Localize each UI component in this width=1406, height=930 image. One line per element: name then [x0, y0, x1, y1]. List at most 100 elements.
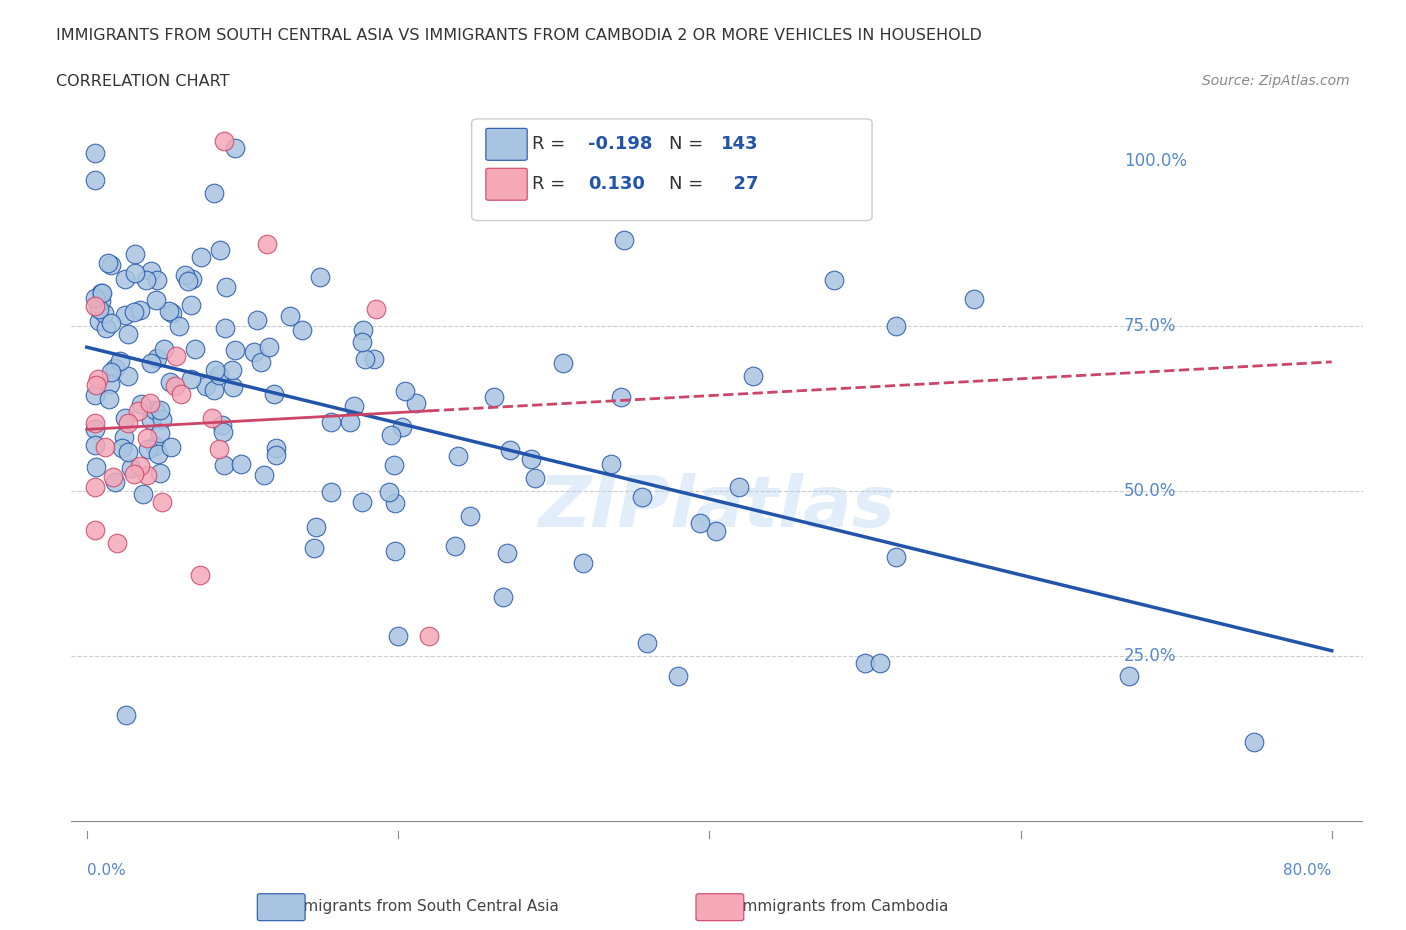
Point [384, 496, 406, 511]
Point [224, 140, 246, 155]
Point [83, 416, 105, 431]
Point [394, 384, 416, 399]
Text: Immigrants from South Central Asia: Immigrants from South Central Asia [284, 899, 560, 914]
Point [266, 441, 288, 456]
Point [104, 475, 127, 490]
Point [100, 365, 122, 379]
Point [204, 186, 226, 201]
Point [87, 371, 110, 386]
Point [141, 413, 163, 428]
Point [97, 256, 120, 271]
Point [150, 495, 173, 510]
Point [120, 461, 142, 476]
Point [143, 438, 166, 453]
Point [484, 390, 506, 405]
Point [83, 438, 105, 453]
Point [114, 307, 136, 322]
Point [170, 387, 193, 402]
Point [143, 403, 166, 418]
Text: 143: 143 [721, 135, 758, 153]
Point [354, 352, 377, 366]
Text: Immigrants from Cambodia: Immigrants from Cambodia [738, 899, 949, 914]
Text: N =: N = [669, 135, 709, 153]
Point [149, 426, 172, 441]
Point [145, 292, 167, 307]
Point [212, 134, 235, 149]
Text: 0.130: 0.130 [588, 175, 645, 193]
Text: CORRELATION CHART: CORRELATION CHART [56, 74, 229, 89]
Point [103, 470, 125, 485]
Point [127, 404, 149, 418]
Point [689, 515, 711, 530]
Point [224, 342, 246, 357]
Point [278, 309, 301, 324]
Point [117, 368, 139, 383]
Point [212, 424, 235, 439]
Point [309, 270, 332, 285]
Point [149, 403, 172, 418]
Point [135, 272, 157, 287]
Point [129, 397, 152, 412]
Point [93, 440, 115, 455]
Point [114, 411, 136, 426]
Point [631, 490, 654, 505]
Point [160, 439, 183, 454]
Point [610, 390, 633, 405]
Point [83, 145, 105, 160]
Point [139, 396, 162, 411]
Text: 25.0%: 25.0% [1123, 647, 1177, 665]
Point [83, 523, 105, 538]
Point [704, 524, 727, 538]
Point [90, 286, 112, 301]
Point [135, 468, 157, 483]
Point [571, 556, 593, 571]
Point [378, 485, 401, 500]
Point [117, 415, 139, 430]
Point [90, 286, 112, 300]
Point [208, 368, 231, 383]
Point [418, 629, 440, 644]
Point [211, 418, 233, 432]
Point [180, 372, 202, 387]
Point [520, 452, 543, 467]
Point [108, 353, 131, 368]
Point [150, 412, 173, 427]
Point [157, 303, 180, 318]
Point [884, 550, 907, 565]
Point [184, 341, 207, 356]
Point [84, 459, 107, 474]
Point [391, 419, 413, 434]
Point [823, 272, 845, 287]
Point [256, 236, 278, 251]
Point [364, 301, 387, 316]
Point [884, 318, 907, 333]
Point [165, 348, 187, 363]
Point [139, 263, 162, 278]
Point [98, 376, 121, 391]
Point [444, 538, 467, 553]
Point [387, 629, 409, 644]
FancyBboxPatch shape [471, 119, 872, 220]
Point [343, 398, 366, 413]
Point [100, 258, 122, 272]
Point [222, 379, 245, 394]
Point [1118, 669, 1140, 684]
Point [122, 304, 145, 319]
Point [212, 458, 235, 472]
Text: Source: ZipAtlas.com: Source: ZipAtlas.com [1202, 74, 1350, 88]
Point [214, 320, 236, 335]
Point [87, 301, 110, 316]
Text: -0.198: -0.198 [588, 135, 652, 153]
Text: IMMIGRANTS FROM SOUTH CENTRAL ASIA VS IMMIGRANTS FROM CAMBODIA 2 OR MORE VEHICLE: IMMIGRANTS FROM SOUTH CENTRAL ASIA VS IM… [56, 28, 983, 43]
Point [291, 323, 314, 338]
Point [384, 458, 406, 472]
Point [139, 355, 162, 370]
FancyBboxPatch shape [486, 128, 527, 160]
Point [83, 299, 105, 313]
Point [250, 354, 273, 369]
Point [613, 232, 636, 247]
Text: 27: 27 [721, 175, 758, 193]
Point [551, 355, 574, 370]
Point [181, 272, 204, 286]
Point [636, 635, 658, 650]
